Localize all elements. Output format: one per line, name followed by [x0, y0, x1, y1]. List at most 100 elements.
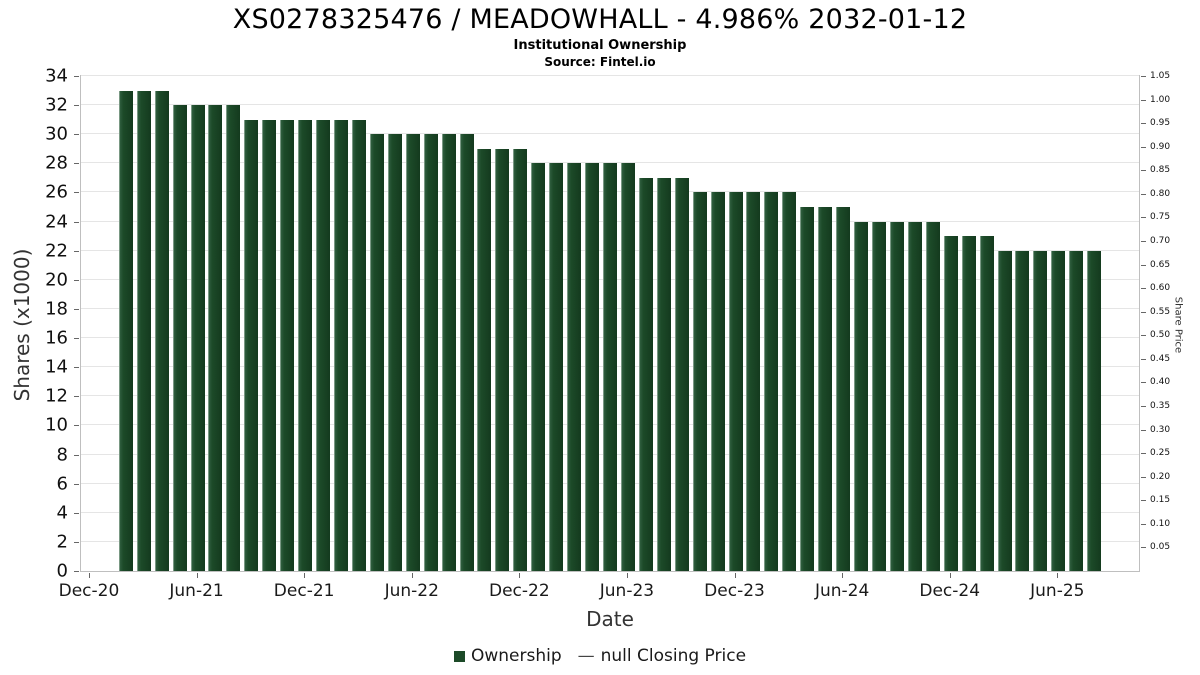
ownership-bar [136, 90, 151, 571]
ownership-bar [836, 207, 851, 571]
ownership-bar [118, 90, 133, 571]
y-tick-mark-right [1141, 500, 1146, 502]
ownership-bar [280, 119, 295, 571]
ownership-bar [656, 177, 671, 571]
ownership-bar [513, 148, 528, 571]
y-tick-mark-left [74, 250, 79, 252]
ownership-bar [495, 148, 510, 571]
x-tick-label: Jun-22 [384, 581, 439, 601]
y-tick-mark-right [1141, 288, 1146, 290]
x-tick-mark [304, 573, 306, 578]
y-tick-mark-right [1141, 335, 1146, 337]
ownership-bar [172, 105, 187, 571]
grid-line [81, 75, 1139, 76]
grid-line [81, 133, 1139, 135]
ownership-bar [208, 105, 223, 571]
ownership-bar [925, 221, 940, 571]
y-axis-left: 0 2 4 6 8 10 12 14 16 18 20 22 24 26 28 30 32 34 [0, 66, 80, 582]
y-tick-label-right: 0.50 [1150, 330, 1171, 341]
y-tick-mark-right [1141, 453, 1146, 455]
y-tick-label-right: 0.35 [1150, 401, 1171, 411]
x-tick-mark [411, 573, 413, 578]
ownership-swatch-icon [453, 650, 465, 662]
ownership-bar [334, 119, 349, 571]
y-tick-mark-right [1141, 170, 1146, 172]
ownership-bar [351, 119, 366, 571]
y-tick-label-left: 4 [56, 502, 68, 524]
legend-ownership-label: Ownership [470, 646, 562, 666]
x-axis: Dec-20 Jun-21 Dec-21 Jun-22 Dec-22 Jun-23 Dec-… [59, 573, 1140, 605]
x-tick-mark [842, 573, 844, 578]
y-tick-mark-left [74, 396, 79, 398]
ownership-bar [1015, 250, 1030, 571]
x-tick-mark [519, 573, 521, 578]
x-tick-label: Jun-24 [814, 581, 870, 601]
y-tick-label-left: 26 [45, 181, 68, 203]
y-tick-mark-right [1141, 523, 1146, 525]
y-tick-mark-left [74, 541, 79, 543]
x-axis-title: Date [586, 607, 634, 631]
y-tick-label-right: 0.65 [1150, 259, 1171, 270]
y-tick-mark-left [74, 105, 79, 107]
y-tick-label-left: 6 [56, 473, 68, 495]
legend: Ownership — null Closing Price [0, 646, 1200, 666]
y-tick-label-left: 12 [45, 385, 68, 407]
x-tick-mark [1057, 573, 1059, 578]
y-tick-label-right: 0.75 [1150, 212, 1171, 223]
ownership-bar [782, 192, 797, 571]
y-tick-label-left: 8 [56, 444, 68, 466]
y-tick-label-right: 0.95 [1150, 118, 1171, 129]
x-tick-mark [88, 573, 90, 578]
y-tick-mark-right [1141, 193, 1146, 195]
y-tick-label-right: 0.30 [1150, 424, 1171, 435]
y-tick-label-left: 34 [45, 65, 68, 87]
ownership-bar [1051, 250, 1066, 571]
y-tick-label-right: 0.25 [1150, 448, 1171, 459]
y-tick-mark-right [1141, 311, 1146, 313]
y-tick-label-right: 0.70 [1150, 236, 1171, 246]
y-tick-label-right: 0.60 [1150, 283, 1171, 294]
y-tick-mark-left [74, 192, 79, 194]
ownership-bar [154, 90, 169, 571]
ownership-bar [764, 192, 779, 571]
ownership-bar [943, 236, 958, 571]
ownership-bar [262, 119, 277, 571]
ownership-bar [638, 177, 653, 571]
y-tick-label-left: 32 [45, 94, 68, 116]
y-tick-label-right: 1.00 [1150, 94, 1171, 105]
ownership-bar [871, 221, 886, 571]
y-tick-mark-right [1141, 429, 1146, 431]
x-tick-label: Dec-23 [704, 581, 765, 601]
y-tick-label-left: 16 [45, 327, 68, 349]
y-tick-mark-right [1141, 358, 1146, 360]
chart-source: Source: Fintel.io [544, 55, 656, 69]
y-tick-label-right: 0.90 [1150, 141, 1171, 152]
y-tick-mark-left [74, 425, 79, 427]
legend-item-closing-price: — null Closing Price [562, 646, 746, 666]
legend-price-label: null Closing Price [600, 646, 747, 666]
y-tick-label-left: 30 [45, 123, 68, 145]
y-tick-mark-left [74, 367, 79, 369]
y-tick-mark-left [74, 338, 79, 340]
ownership-bar [800, 207, 815, 571]
y-tick-mark-left [74, 221, 79, 223]
y-tick-mark-left [74, 76, 79, 77]
y-tick-label-left: 28 [45, 152, 68, 174]
x-tick-label: Dec-21 [273, 581, 335, 601]
y-tick-label-left: 14 [45, 356, 68, 378]
y-tick-label-right: 0.05 [1150, 542, 1171, 553]
ownership-bar [907, 221, 922, 571]
y-tick-label-left: 22 [45, 240, 68, 262]
y-tick-label-left: 2 [56, 531, 68, 553]
chart-subtitle: Institutional Ownership [513, 38, 687, 53]
ownership-bar [585, 163, 600, 571]
y-tick-mark-right [1141, 241, 1146, 242]
x-tick-mark [626, 573, 628, 578]
ownership-bar [889, 221, 904, 571]
line-marker-icon: — [577, 646, 595, 666]
ownership-bar [818, 207, 833, 571]
ownership-bar [459, 134, 474, 571]
ownership-bar [226, 105, 241, 571]
ownership-bar [1087, 250, 1102, 571]
x-tick-label: Dec-22 [488, 581, 550, 601]
